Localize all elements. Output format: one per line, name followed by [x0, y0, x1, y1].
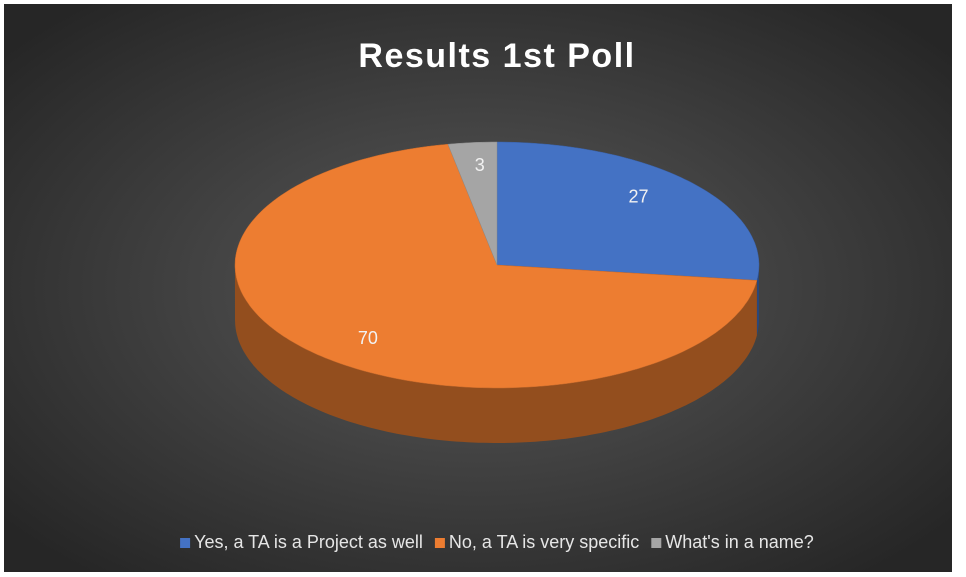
data-label: 27	[628, 186, 648, 206]
pie-slice	[447, 141, 498, 266]
legend-swatch	[651, 538, 662, 548]
legend-item: What's in a name?	[651, 532, 814, 552]
pie-slice	[496, 141, 760, 281]
pie-slice-side	[235, 265, 757, 443]
legend-label: No, a TA is very specific	[449, 532, 639, 552]
data-label: 70	[358, 328, 378, 348]
data-label: 3	[475, 155, 485, 175]
legend-item: No, a TA is very specific	[434, 532, 639, 552]
pie-slice-side	[756, 265, 759, 336]
legend-label: Yes, a TA is a Project as well	[194, 532, 423, 552]
legend-item: Yes, a TA is a Project as well	[180, 532, 423, 552]
legend-label: What's in a name?	[665, 532, 814, 552]
pie-slice	[234, 143, 758, 389]
legend-swatch	[180, 538, 191, 548]
chart-title: Results 1st Poll	[358, 37, 635, 75]
legend-swatch	[434, 538, 445, 548]
pie: 27 70 3	[234, 141, 760, 443]
legend: Yes, a TA is a Project as well No, a TA i…	[180, 532, 814, 552]
